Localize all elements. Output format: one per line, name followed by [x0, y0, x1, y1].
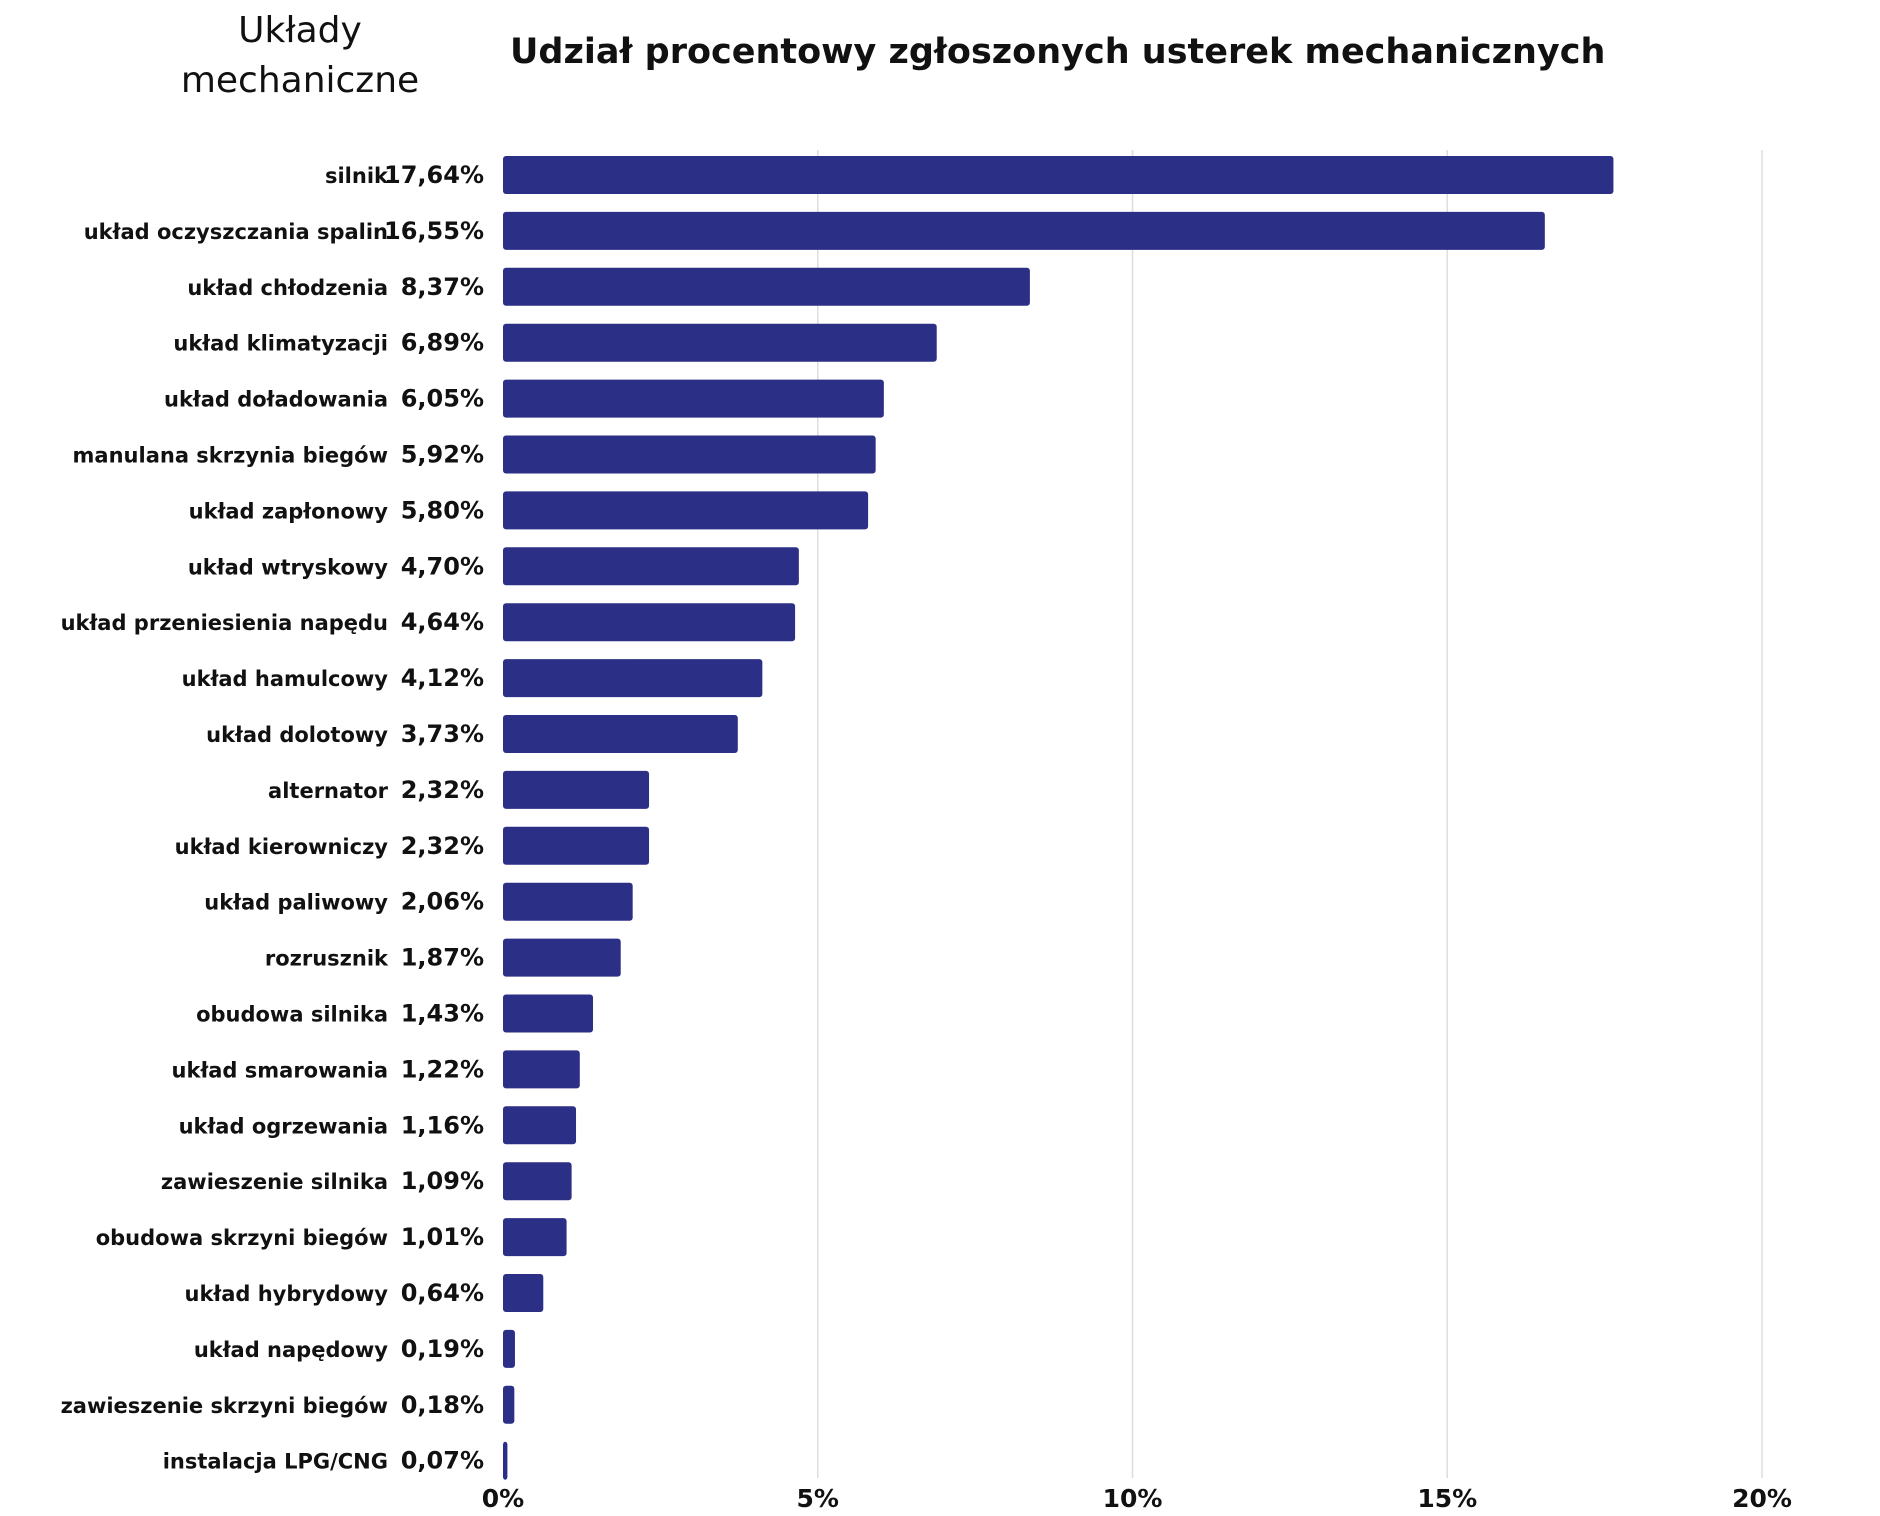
bar: [503, 659, 763, 698]
category-label: alternator: [268, 779, 389, 803]
x-axis-ticks: 0% 5% 10% 15% 20%: [482, 1484, 1792, 1513]
corner-title: Układy mechaniczne: [150, 6, 450, 106]
chart-title: Udział procentowy zgłoszonych usterek me…: [510, 32, 1606, 72]
bar: [503, 603, 796, 642]
bar: [503, 547, 799, 586]
value-label: 6,05%: [401, 385, 484, 413]
category-label: układ oczyszczania spalin: [84, 220, 388, 244]
value-label: 1,01%: [401, 1223, 484, 1251]
category-label: układ przeniesienia napędu: [61, 611, 388, 635]
category-label: układ hamulcowy: [182, 667, 389, 691]
bars: [503, 156, 1614, 1480]
value-label: 8,37%: [401, 273, 484, 301]
value-label: 4,64%: [401, 608, 484, 636]
bar: [503, 156, 1614, 194]
category-label: układ wtryskowy: [188, 555, 388, 579]
value-label: 17,64%: [384, 161, 484, 189]
bar: [503, 882, 633, 921]
category-label: układ dolotowy: [206, 723, 388, 747]
x-tick-label: 20%: [1732, 1484, 1792, 1513]
category-label: układ kierowniczy: [175, 835, 389, 859]
category-label: układ napędowy: [194, 1338, 388, 1362]
bar: [503, 323, 937, 362]
bar: [503, 1385, 515, 1424]
value-label: 5,92%: [401, 441, 484, 469]
x-tick-label: 15%: [1417, 1484, 1477, 1513]
value-label: 2,32%: [401, 776, 484, 804]
value-labels: 17,64% 16,55% 8,37% 6,89% 6,05% 5,92% 5,80% 4,7…: [384, 161, 484, 1475]
value-label: 0,64%: [401, 1279, 484, 1307]
corner-title-line-1: Układy: [238, 10, 362, 51]
bar: [503, 1274, 544, 1312]
value-label: 5,80%: [401, 496, 484, 524]
x-tick-label: 10%: [1103, 1484, 1163, 1513]
category-label: układ paliwowy: [204, 891, 388, 915]
category-label: manulana skrzynia biegów: [73, 444, 388, 468]
value-label: 1,09%: [401, 1167, 484, 1195]
value-label: 1,22%: [401, 1055, 484, 1083]
category-label: zawieszenie skrzyni biegów: [61, 1394, 388, 1418]
bar: [503, 1050, 580, 1089]
bar: [503, 1218, 567, 1257]
category-labels: silnik układ oczyszczania spalin układ chł…: [61, 164, 389, 1474]
value-label: 0,18%: [401, 1391, 484, 1419]
bar: [503, 379, 884, 418]
bar: [503, 491, 869, 530]
bar: [503, 435, 876, 474]
value-label: 4,12%: [401, 664, 484, 692]
value-label: 1,87%: [401, 944, 484, 972]
value-label: 2,32%: [401, 832, 484, 860]
value-label: 3,73%: [401, 720, 484, 748]
category-label: rozrusznik: [265, 947, 389, 971]
category-label: układ hybrydowy: [185, 1282, 389, 1306]
value-label: 0,07%: [401, 1447, 484, 1475]
bar: [503, 1441, 508, 1480]
category-label: układ ogrzewania: [179, 1114, 388, 1138]
category-label: układ klimatyzacji: [173, 332, 388, 356]
corner-title-line-2: mechaniczne: [180, 60, 420, 101]
bar: [503, 715, 738, 753]
category-label: silnik: [325, 164, 389, 188]
x-tick-label: 0%: [482, 1484, 524, 1513]
value-label: 0,19%: [401, 1335, 484, 1363]
bar: [503, 267, 1030, 306]
category-label: obudowa silnika: [196, 1003, 388, 1027]
bar: [503, 1162, 572, 1201]
bar: [503, 211, 1545, 250]
bar: [503, 1106, 577, 1145]
category-label: zawieszenie silnika: [161, 1170, 388, 1194]
category-label: instalacja LPG/CNG: [163, 1450, 388, 1474]
bar: [503, 826, 650, 865]
category-label: obudowa skrzyni biegów: [96, 1226, 388, 1250]
category-label: układ chłodzenia: [187, 276, 388, 300]
value-label: 4,70%: [401, 552, 484, 580]
x-tick-label: 5%: [797, 1484, 839, 1513]
bar: [503, 994, 594, 1033]
gridlines: [817, 150, 1763, 1478]
value-label: 16,55%: [384, 217, 484, 245]
value-label: 2,06%: [401, 888, 484, 916]
bar: [503, 1329, 515, 1368]
category-label: układ doładowania: [164, 388, 388, 412]
value-label: 1,16%: [401, 1111, 484, 1139]
bar: [503, 938, 621, 977]
value-label: 1,43%: [401, 1000, 484, 1028]
value-label: 6,89%: [401, 329, 484, 357]
category-label: układ zapłonowy: [189, 499, 389, 523]
bar: [503, 770, 650, 809]
category-label: układ smarowania: [172, 1058, 388, 1082]
